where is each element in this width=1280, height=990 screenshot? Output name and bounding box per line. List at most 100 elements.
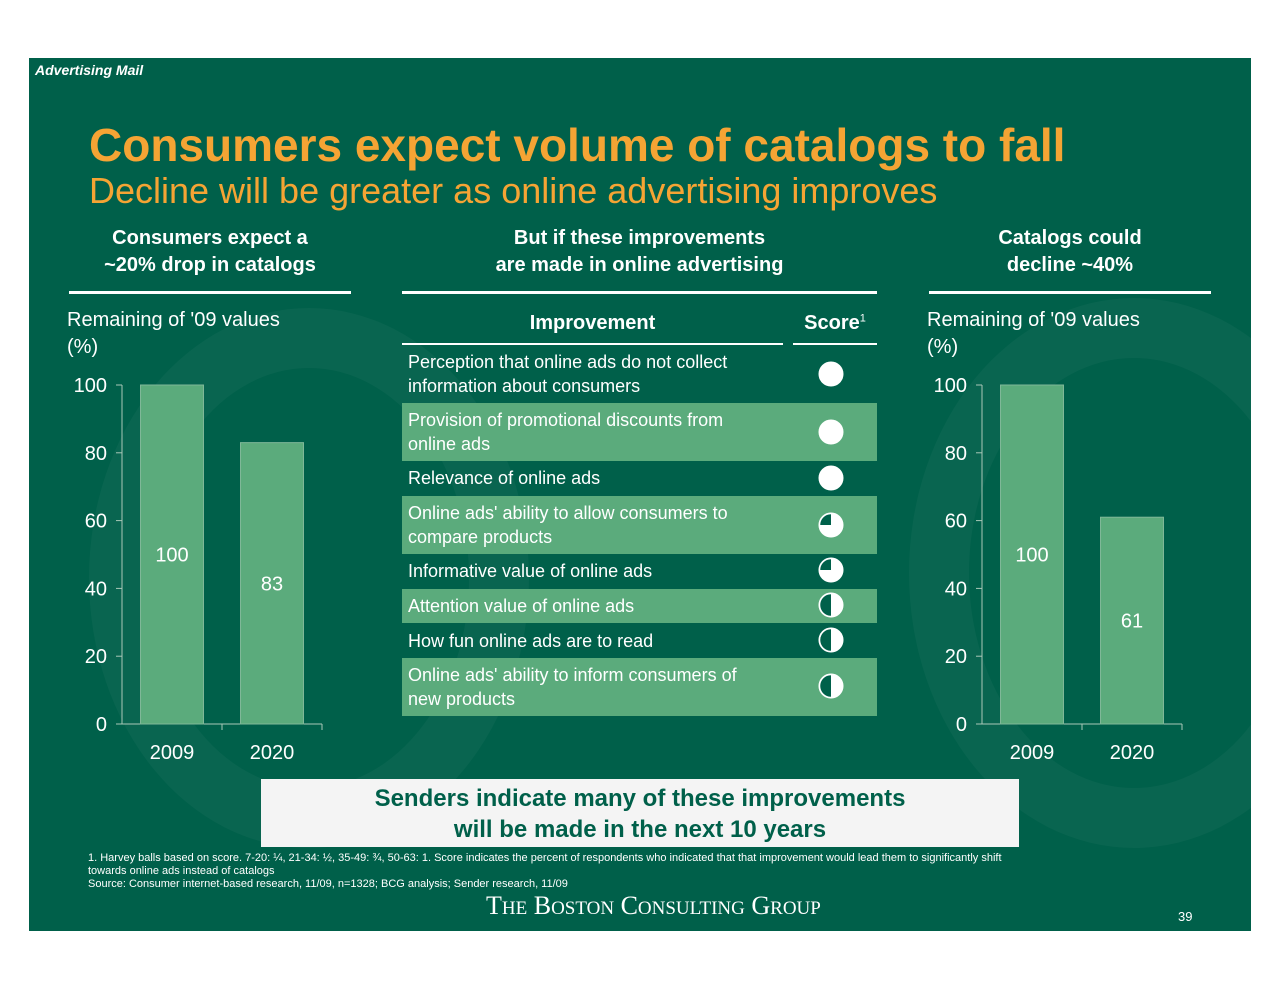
row-line1: Perception that online ads do not collec… — [408, 352, 728, 372]
ball-empty-wedge — [819, 628, 831, 652]
right-unit-line1: Remaining of '09 values — [927, 309, 1140, 331]
left-bar-chart: 0 20 40 60 80 100 100 2009 83 2020 — [74, 375, 323, 764]
slide: Advertising Mail Consumers expect volume… — [29, 58, 1251, 931]
table-row: Provision of promotional discounts from o… — [402, 403, 877, 461]
right-heading-line1: Catalogs could — [998, 227, 1142, 249]
row-line1: Informative value of online ads — [408, 561, 653, 581]
ball-outline — [818, 627, 844, 653]
right-heading-line2: decline ~40% — [1006, 254, 1134, 276]
footnote-line1: 1. Harvey balls based on score. 7-20: ¼,… — [88, 852, 1002, 864]
row-text: Online ads' ability to allow consumers t… — [408, 501, 788, 549]
middle-heading-rule — [402, 291, 877, 294]
y-tick-label: 20 — [85, 646, 107, 668]
source-line: Source: Consumer internet-based research… — [88, 878, 568, 890]
y-tick-label: 80 — [945, 443, 967, 465]
row-line1: Online ads' ability to allow consumers t… — [408, 503, 728, 523]
harvey-ball-icon — [818, 361, 844, 387]
bar-value-label: 61 — [1121, 611, 1143, 633]
harvey-ball-icon — [818, 557, 844, 583]
ball-outline — [818, 673, 844, 699]
ball-empty-wedge — [819, 513, 831, 525]
row-text: How fun online ads are to read — [408, 629, 788, 653]
bar — [240, 442, 304, 725]
footnote: 1. Harvey balls based on score. 7-20: ¼,… — [88, 852, 1188, 891]
left-column-heading: Consumers expect a ~20% drop in catalogs — [69, 225, 351, 279]
page-number: 39 — [1178, 909, 1193, 924]
y-tick-label: 0 — [96, 714, 107, 736]
harvey-ball-icon — [818, 419, 844, 445]
x-category-label: 2020 — [250, 742, 295, 764]
harvey-ball-icon — [818, 465, 844, 491]
row-text: Provision of promotional discounts from o… — [408, 408, 788, 456]
bar-value-label: 83 — [261, 573, 283, 595]
y-tick-label: 20 — [945, 646, 967, 668]
ball-empty-wedge — [819, 674, 831, 698]
row-text: Informative value of online ads — [408, 559, 788, 583]
row-line1: How fun online ads are to read — [408, 631, 654, 651]
callout-line2: will be made in the next 10 years — [453, 816, 827, 843]
x-category-label: 2009 — [1010, 742, 1055, 764]
row-text: Online ads' ability to inform consumers … — [408, 663, 788, 711]
score-header-rule — [793, 343, 877, 345]
y-tick-label: 40 — [85, 578, 107, 600]
bar — [1000, 384, 1064, 725]
row-text: Relevance of online ads — [408, 466, 788, 490]
ball-outline — [818, 512, 844, 538]
y-tick-label: 40 — [945, 578, 967, 600]
score-header-text: Score — [804, 312, 860, 334]
middle-heading-line2: are made in online advertising — [495, 254, 784, 276]
row-line1: Provision of promotional discounts from — [408, 410, 724, 430]
ball-base — [818, 465, 844, 491]
right-heading-rule — [929, 291, 1211, 294]
section-label: Advertising Mail — [35, 62, 144, 78]
row-line2: new products — [408, 689, 516, 709]
bar — [140, 384, 204, 725]
footnote-line2: towards online ads instead of catalogs — [88, 865, 275, 877]
ball-base — [818, 361, 844, 387]
ball-empty-wedge — [819, 593, 831, 617]
row-text: Attention value of online ads — [408, 594, 788, 618]
middle-column-heading: But if these improvements are made in on… — [402, 225, 877, 279]
left-unit-line1: Remaining of '09 values — [67, 309, 280, 331]
harvey-ball-icon — [818, 673, 844, 699]
table-row: How fun online ads are to read — [402, 624, 877, 658]
page-subtitle: Decline will be greater as online advert… — [89, 170, 938, 211]
right-unit-line2: (%) — [927, 336, 959, 358]
right-bar-chart: 0 20 40 60 80 100 100 2009 61 2020 — [934, 375, 1183, 764]
row-line1: Relevance of online ads — [408, 468, 601, 488]
page-title: Consumers expect volume of catalogs to f… — [89, 119, 1066, 171]
ball-base — [818, 419, 844, 445]
harvey-ball-icon — [818, 512, 844, 538]
x-category-label: 2020 — [1110, 742, 1155, 764]
improvement-header-rule — [402, 343, 783, 345]
table-row: Attention value of online ads — [402, 589, 877, 623]
improvement-column-header: Improvement — [529, 312, 656, 334]
y-tick-label: 100 — [74, 375, 107, 397]
table-row: Informative value of online ads — [402, 554, 877, 588]
bar-value-label: 100 — [155, 545, 188, 567]
ball-empty-wedge — [819, 558, 831, 570]
bar — [1100, 516, 1164, 725]
y-tick-label: 60 — [945, 511, 967, 533]
row-line2: information about consumers — [408, 376, 641, 396]
middle-heading-line1: But if these improvements — [513, 227, 766, 249]
right-column-heading: Catalogs could decline ~40% — [929, 225, 1211, 279]
left-heading-rule — [69, 291, 351, 294]
table-row: Perception that online ads do not collec… — [402, 346, 877, 402]
left-unit-line2: (%) — [67, 336, 99, 358]
x-category-label: 2009 — [150, 742, 195, 764]
ball-outline — [818, 592, 844, 618]
left-unit-label: Remaining of '09 values (%) — [67, 307, 280, 361]
row-line2: compare products — [408, 527, 553, 547]
ball-outline — [818, 557, 844, 583]
left-heading-line2: ~20% drop in catalogs — [104, 254, 316, 276]
row-line2: online ads — [408, 434, 491, 454]
row-line1: Online ads' ability to inform consumers … — [408, 665, 737, 685]
bar-value-label: 100 — [1015, 545, 1048, 567]
score-column-header: Score1 — [793, 312, 877, 335]
table-row: Online ads' ability to inform consumers … — [402, 658, 877, 716]
y-tick-label: 100 — [934, 375, 967, 397]
y-tick-label: 60 — [85, 511, 107, 533]
table-row: Relevance of online ads — [402, 461, 877, 495]
y-tick-label: 0 — [956, 714, 967, 736]
